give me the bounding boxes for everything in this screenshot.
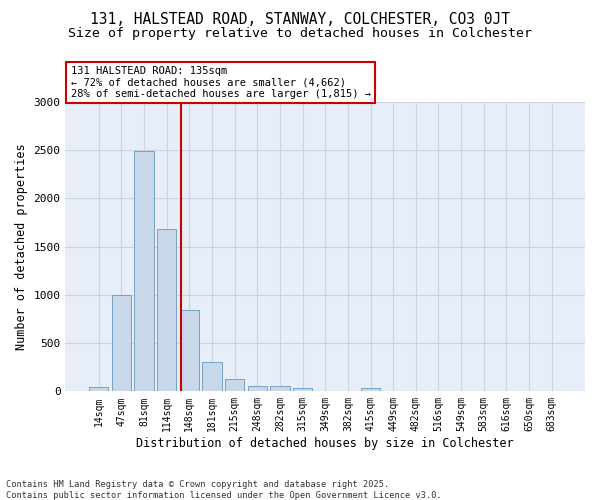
Bar xyxy=(225,379,244,392)
Bar xyxy=(112,295,131,392)
Text: 131 HALSTEAD ROAD: 135sqm
← 72% of detached houses are smaller (4,662)
28% of se: 131 HALSTEAD ROAD: 135sqm ← 72% of detac… xyxy=(71,66,371,99)
Y-axis label: Number of detached properties: Number of detached properties xyxy=(15,144,28,350)
Bar xyxy=(89,386,108,392)
Text: Size of property relative to detached houses in Colchester: Size of property relative to detached ho… xyxy=(68,28,532,40)
Bar xyxy=(270,386,290,392)
Text: 131, HALSTEAD ROAD, STANWAY, COLCHESTER, CO3 0JT: 131, HALSTEAD ROAD, STANWAY, COLCHESTER,… xyxy=(90,12,510,28)
Bar xyxy=(248,386,267,392)
Bar xyxy=(157,230,176,392)
Bar xyxy=(293,388,312,392)
Text: Contains HM Land Registry data © Crown copyright and database right 2025.
Contai: Contains HM Land Registry data © Crown c… xyxy=(6,480,442,500)
Bar xyxy=(134,151,154,392)
X-axis label: Distribution of detached houses by size in Colchester: Distribution of detached houses by size … xyxy=(136,437,514,450)
Bar xyxy=(179,310,199,392)
Bar xyxy=(202,362,221,392)
Bar xyxy=(361,388,380,392)
